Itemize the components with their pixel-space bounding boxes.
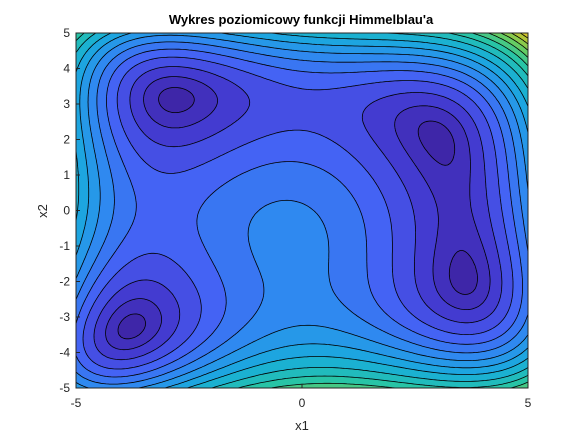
chart-title: Wykres poziomicowy funkcji Himmelblau'a [169,12,434,27]
y-tick-label: -4 [59,346,70,360]
y-tick-label: 1 [63,168,70,182]
x-tick-label: 0 [299,396,306,410]
x-axis-label: x1 [295,418,309,433]
x-tick-label: 5 [525,396,532,410]
y-tick-label: 3 [63,97,70,111]
x-tick-label: -5 [71,396,82,410]
y-tick-label: -2 [59,275,70,289]
y-tick-label: 5 [63,26,70,40]
y-tick-label: -1 [59,239,70,253]
y-tick-label: 4 [63,62,70,76]
y-tick-label: -5 [59,381,70,395]
y-tick-label: 2 [63,133,70,147]
y-tick-label: -3 [59,310,70,324]
y-axis-label: x2 [35,204,50,218]
plot-area [76,33,528,388]
y-tick-label: 0 [63,204,70,218]
contour-fill [76,33,528,388]
